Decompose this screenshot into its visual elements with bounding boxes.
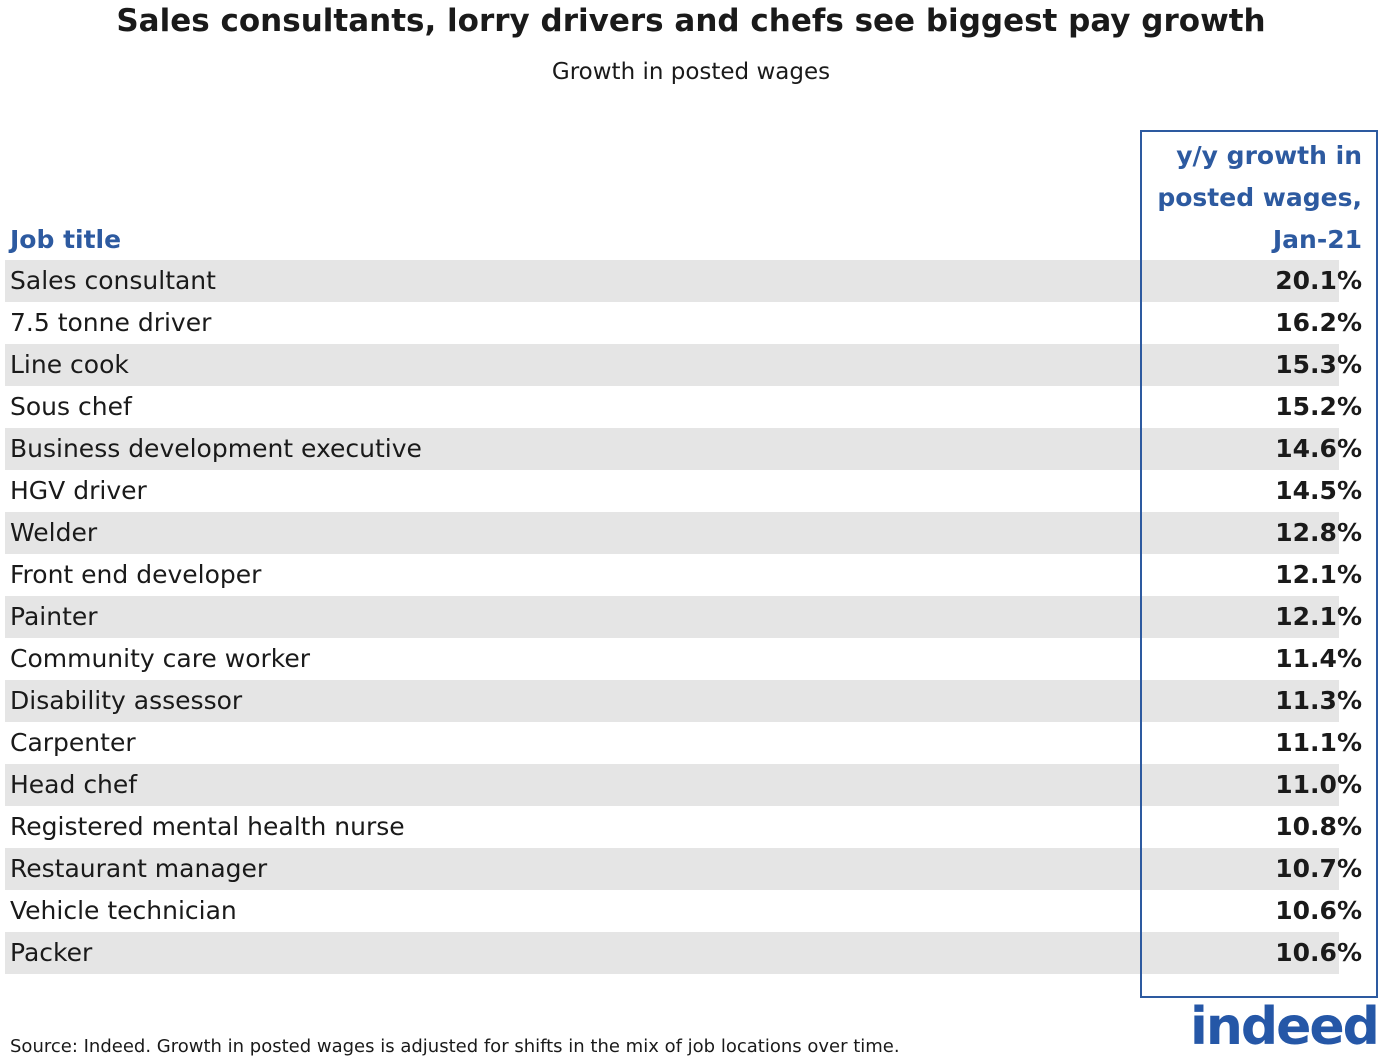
growth-value: 12.8% [1275, 518, 1362, 547]
table-row [5, 848, 1339, 890]
job-title: Registered mental health nurse [10, 812, 405, 841]
table-row [5, 428, 1339, 470]
growth-value: 10.6% [1275, 938, 1362, 967]
growth-value: 12.1% [1275, 602, 1362, 631]
column-header: y/y growth in posted wages, Jan-21 [1157, 141, 1362, 254]
job-title: Community care worker [10, 644, 311, 673]
table-row [5, 764, 1339, 806]
job-title: Sales consultant [10, 266, 216, 295]
table-row [5, 344, 1339, 386]
growth-value: 10.6% [1275, 896, 1362, 925]
job-title: HGV driver [10, 476, 147, 505]
job-title: Welder [10, 518, 98, 547]
job-title: Carpenter [10, 728, 136, 757]
job-title: Front end developer [10, 560, 262, 589]
job-title: Line cook [10, 350, 129, 379]
job-title: Restaurant manager [10, 854, 268, 883]
subtitle: Growth in posted wages [551, 59, 831, 85]
growth-value: 11.1% [1275, 728, 1362, 757]
growth-value: 14.5% [1275, 476, 1362, 505]
growth-value: 11.4% [1275, 644, 1362, 673]
job-title: Vehicle technician [10, 896, 237, 925]
table-row [5, 932, 1339, 974]
job-title: Head chef [10, 770, 138, 799]
growth-value: 10.8% [1275, 812, 1362, 841]
table-row [5, 680, 1339, 722]
job-title: Packer [10, 938, 93, 967]
table-row [5, 596, 1339, 638]
table-row [5, 512, 1339, 554]
title: Sales consultants, lorry drivers and che… [116, 3, 1266, 39]
table-row [5, 722, 1339, 764]
logo: indeed [1190, 997, 1380, 1057]
table-row [5, 260, 1339, 302]
job-title: Sous chef [10, 392, 132, 421]
growth-value: 11.3% [1275, 686, 1362, 715]
growth-value: 10.7% [1275, 854, 1362, 883]
growth-value: 16.2% [1275, 308, 1362, 337]
job-title: Business development executive [10, 434, 422, 463]
growth-value: 11.0% [1275, 770, 1362, 799]
job-title: 7.5 tonne driver [10, 308, 212, 337]
growth-value: 20.1% [1275, 266, 1362, 295]
growth-value: 14.6% [1275, 434, 1362, 463]
growth-value: 12.1% [1275, 560, 1362, 589]
job-title: Disability assessor [10, 686, 243, 715]
column-header: Job title [10, 225, 122, 254]
table-row [5, 470, 1339, 512]
table-row [5, 386, 1339, 428]
source-note: Source: Indeed. Growth in posted wages i… [10, 1036, 900, 1057]
growth-value: 15.2% [1275, 392, 1362, 421]
job-title: Painter [10, 602, 98, 631]
growth-value: 15.3% [1275, 350, 1362, 379]
